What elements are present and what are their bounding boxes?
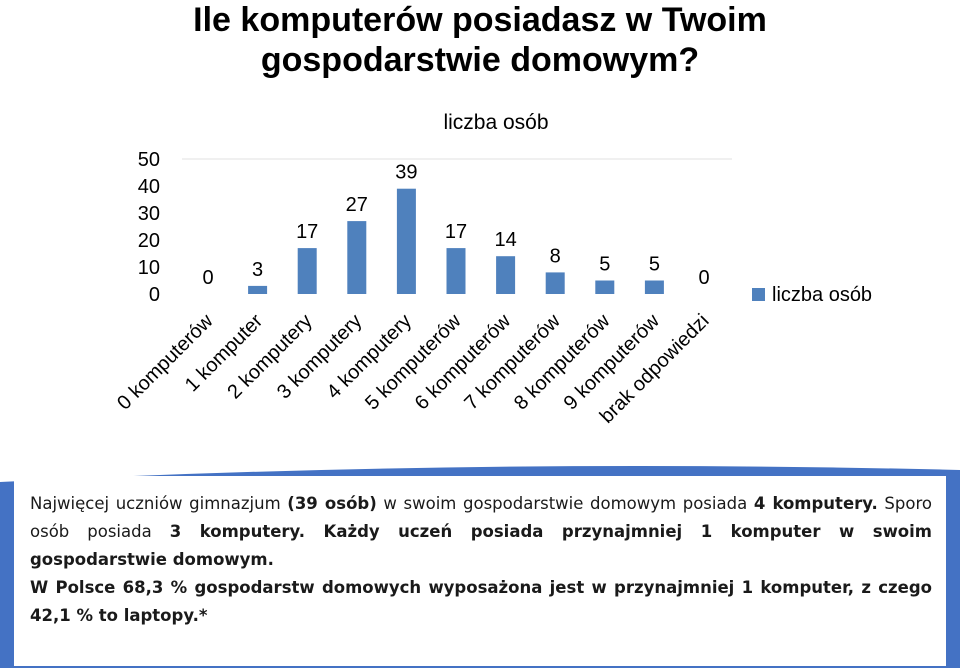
bar: [347, 221, 367, 294]
data-label: 0: [698, 267, 709, 289]
data-label: 8: [550, 245, 561, 267]
summary-paragraph-2: W Polsce 68,3 % gospodarstw domowych wyp…: [30, 578, 932, 625]
bar: [297, 248, 317, 294]
y-tick-label: 40: [138, 176, 160, 198]
bar: [446, 248, 466, 294]
y-tick-label: 10: [138, 257, 160, 279]
bar: [595, 280, 615, 294]
legend-swatch: [752, 288, 765, 301]
summary-paragraph-1: Najwięcej uczniów gimnazjum (39 osób) w …: [30, 490, 932, 574]
legend-label: liczba osób: [772, 284, 872, 306]
chart-subtitle: liczba osób: [443, 111, 548, 134]
y-tick-label: 20: [138, 230, 160, 252]
bar: [248, 285, 268, 294]
data-label: 27: [346, 194, 368, 216]
bar: [396, 188, 416, 294]
data-label: 14: [494, 229, 516, 251]
summary-text-bold: 4 komputery.: [753, 494, 878, 513]
panel-inner: [14, 476, 946, 666]
data-label: 5: [649, 254, 660, 276]
y-tick-label: 50: [138, 149, 160, 171]
summary-text-part: Najwięcej uczniów gimnazjum: [30, 494, 288, 513]
y-tick-label: 30: [138, 203, 160, 225]
summary-text-part: w swoim gospodarstwie domowym posiada: [376, 494, 754, 513]
chart-title: Ile komputerów posiadasz w Twoim gospoda…: [193, 1, 767, 79]
data-label: 5: [599, 254, 610, 276]
bar: [545, 272, 565, 294]
data-label: 39: [395, 162, 417, 184]
bar: [644, 280, 664, 294]
panel-background: [0, 466, 960, 668]
summary-panel: Najwięcej uczniów gimnazjum (39 osób) w …: [0, 462, 960, 668]
data-label: 17: [445, 221, 467, 243]
data-labels: 0 3 17 27 39 17 14 8 5 5 0: [202, 162, 709, 289]
data-label: 0: [202, 267, 213, 289]
summary-text-part: Sporo osób posiada: [30, 494, 932, 541]
bars: [248, 188, 664, 294]
summary-text-bold: (39 osób): [287, 494, 377, 513]
data-label: 17: [296, 221, 318, 243]
bar: [496, 256, 516, 294]
y-axis-ticks: 0 10 20 30 40 50: [138, 149, 160, 306]
summary-text: Najwięcej uczniów gimnazjum (39 osób) w …: [30, 490, 932, 630]
legend: liczba osób: [752, 284, 872, 306]
y-tick-label: 0: [149, 284, 160, 306]
data-label: 3: [252, 259, 263, 281]
summary-text-bold: 3 komputery. Każdy uczeń posiada przynaj…: [30, 522, 932, 569]
